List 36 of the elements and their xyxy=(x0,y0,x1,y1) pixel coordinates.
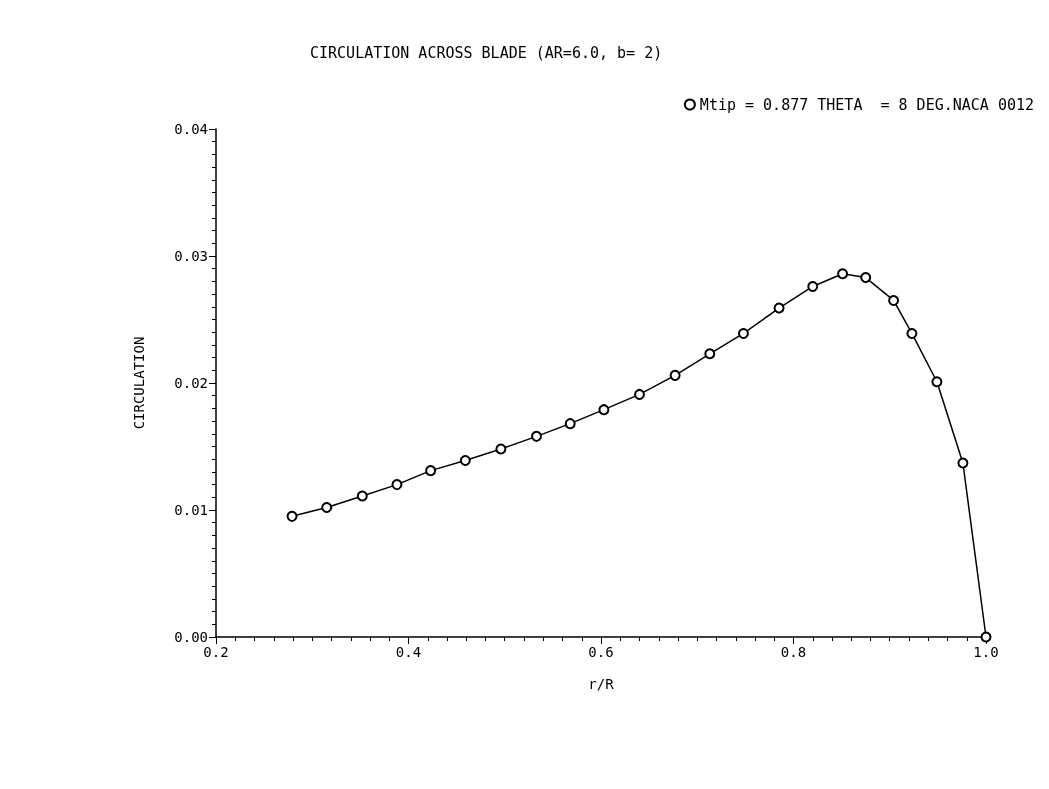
point xyxy=(837,268,849,280)
x-tick-label: 1.0 xyxy=(973,644,999,660)
point xyxy=(391,479,403,491)
point xyxy=(321,501,333,513)
y-tick-label: 0.02 xyxy=(174,375,208,391)
x-tick-label: 0.6 xyxy=(588,644,614,660)
point xyxy=(564,418,576,430)
point xyxy=(495,443,507,455)
y-axis-title: CIRCULATION xyxy=(131,336,147,430)
point xyxy=(425,465,437,477)
point xyxy=(634,388,645,400)
point xyxy=(931,376,943,388)
x-tick-label: 0.2 xyxy=(203,644,229,660)
point xyxy=(356,490,368,502)
point xyxy=(888,294,900,306)
y-tick-label: 0.03 xyxy=(174,248,208,264)
point xyxy=(773,302,785,314)
point xyxy=(704,348,716,360)
y-tick-label: 0.00 xyxy=(174,629,208,645)
x-tick-label: 0.4 xyxy=(395,644,422,660)
point xyxy=(598,404,610,416)
point xyxy=(860,272,872,284)
point xyxy=(906,327,918,339)
x-tick-label: 0.8 xyxy=(780,644,807,660)
y-tick-label: 0.01 xyxy=(174,502,208,518)
point xyxy=(807,280,819,292)
y-tick-label: 0.04 xyxy=(174,121,208,137)
point xyxy=(669,369,681,381)
legend-label: Mtip = 0.877 THETA = 8 DEG.NACA 0012 xyxy=(699,95,1034,114)
point xyxy=(737,327,749,339)
point xyxy=(957,457,969,469)
point xyxy=(531,430,543,442)
x-axis-title: r/R xyxy=(588,676,615,692)
point xyxy=(459,454,471,466)
chart-title: CIRCULATION ACROSS BLADE (AR=6.0, b= 2) xyxy=(310,43,663,62)
point xyxy=(286,510,298,522)
